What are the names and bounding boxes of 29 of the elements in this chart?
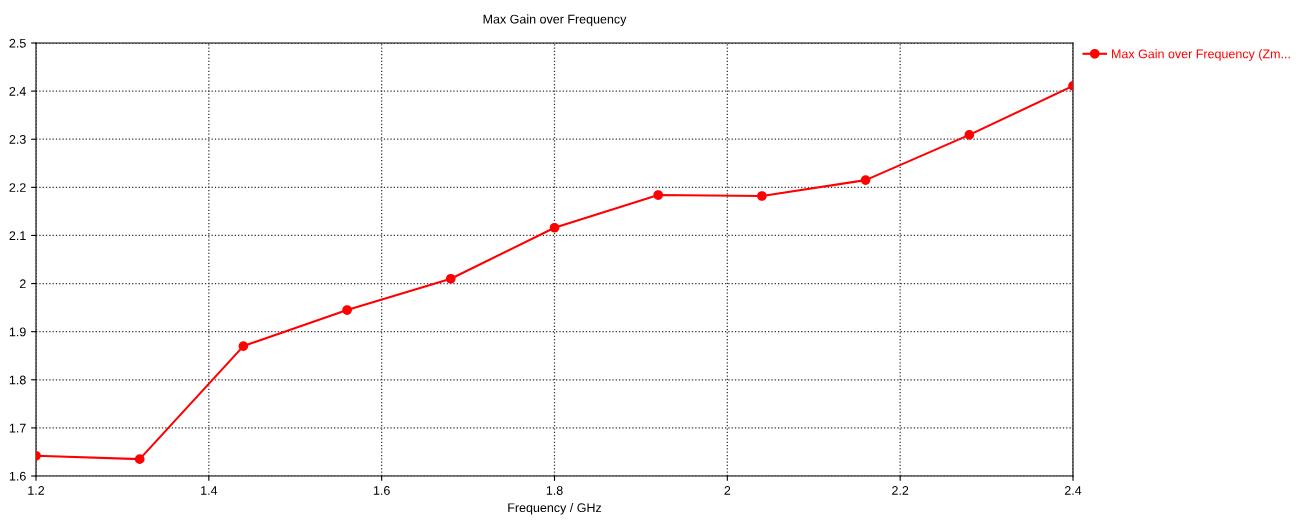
y-tick-label: 1.7 (9, 423, 26, 433)
point (134, 454, 145, 465)
y-tick-label: 1.6 (9, 471, 26, 481)
y-tick-label: 1.9 (9, 327, 26, 337)
x-tick-label: 1.6 (373, 486, 390, 495)
point (238, 341, 249, 351)
legend-label: Max Gain over Frequency (Zm... (1112, 49, 1290, 61)
point (445, 273, 456, 284)
y-tick-label: 2.5 (9, 38, 26, 48)
y-tick-label: 2.3 (9, 135, 26, 144)
x-tick-label: 1.4 (201, 486, 218, 495)
point (653, 190, 664, 200)
x-axis-title: Frequency / GHz (508, 502, 602, 515)
point (549, 222, 560, 233)
point (964, 130, 975, 140)
y-tick-label: 2 (19, 279, 26, 289)
y-tick-label: 2.1 (9, 231, 26, 240)
point (342, 305, 352, 315)
x-tick-label: 1.8 (546, 486, 563, 495)
point (860, 175, 871, 185)
x-tick-label: 2.2 (892, 486, 909, 495)
point (757, 191, 767, 201)
y-tick-label: 2.2 (9, 183, 26, 192)
y-tick-label: 2.4 (9, 86, 26, 96)
x-tick-label: 2.4 (1064, 486, 1082, 495)
chart-title: Max Gain over Frequency (483, 14, 627, 26)
y-tick-label: 1.8 (9, 375, 26, 385)
x-tick-label: 2 (724, 486, 731, 495)
x-tick-label: 1.2 (28, 486, 45, 495)
